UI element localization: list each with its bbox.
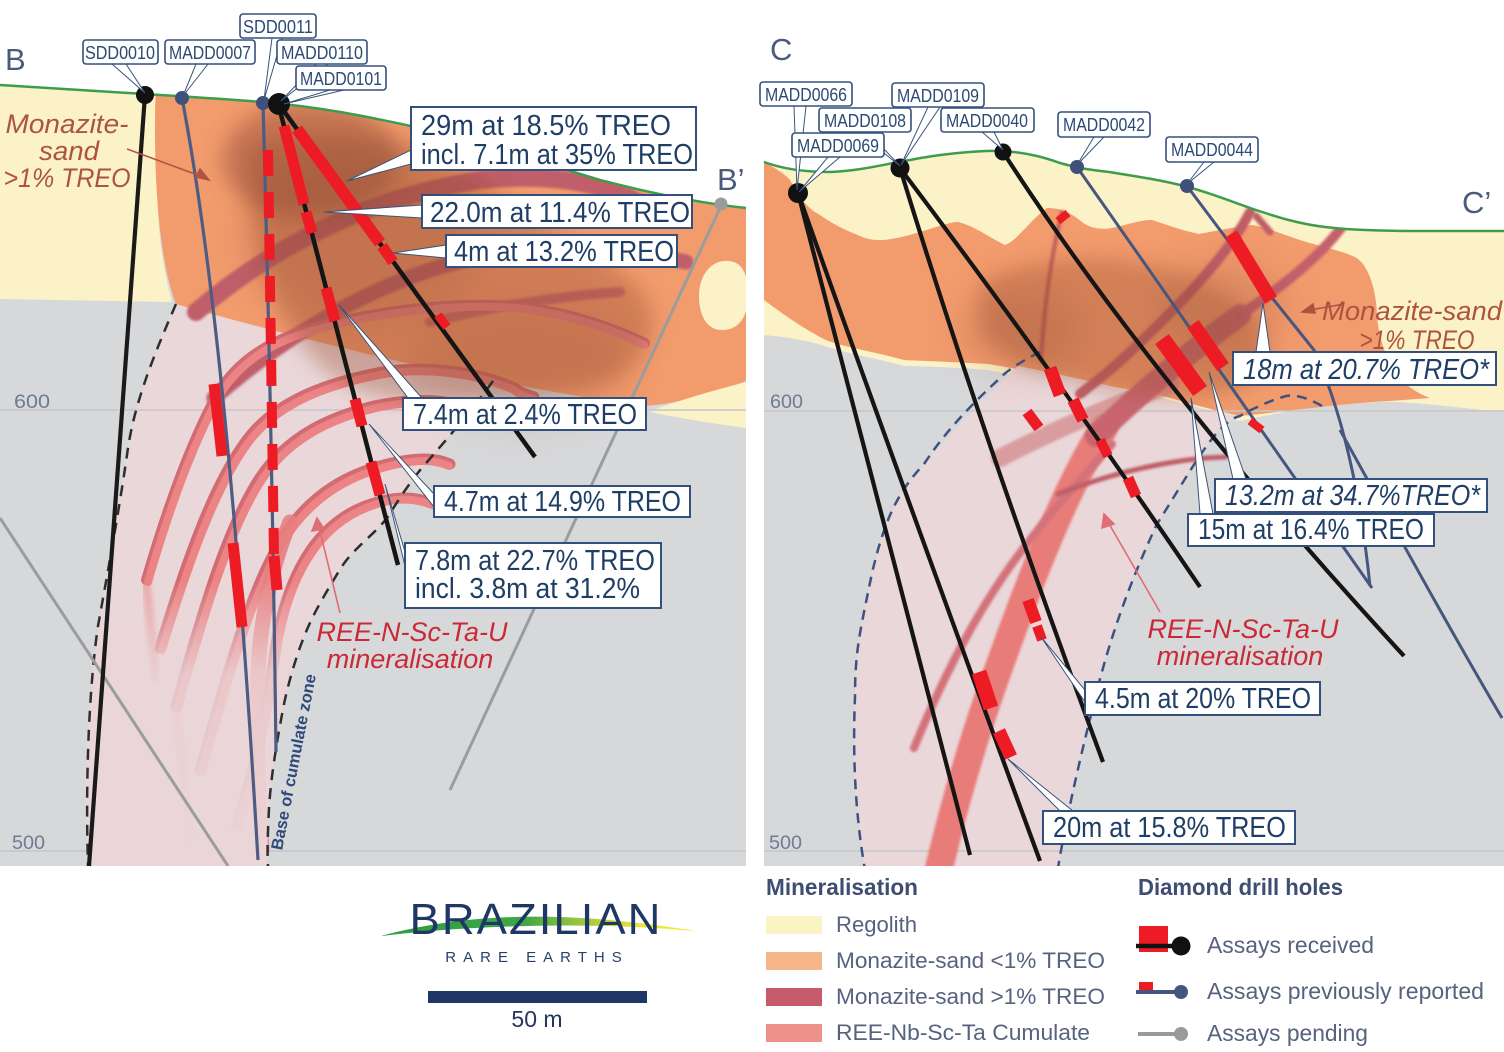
svg-text:600: 600 — [14, 391, 50, 413]
svg-text:22.0m at 11.4% TREO: 22.0m at 11.4% TREO — [430, 197, 690, 229]
svg-text:Monazite-sand: Monazite-sand — [1322, 296, 1503, 326]
svg-text:Assays received: Assays received — [1207, 932, 1374, 958]
svg-text:MADD0040: MADD0040 — [946, 110, 1028, 131]
svg-text:REE-N-Sc-Ta-U: REE-N-Sc-Ta-U — [316, 617, 508, 647]
svg-text:29m at 18.5% TREO: 29m at 18.5% TREO — [421, 110, 671, 142]
svg-text:mineralisation: mineralisation — [327, 644, 494, 674]
svg-text:SDD0010: SDD0010 — [85, 42, 155, 63]
svg-text:B’: B’ — [717, 162, 745, 197]
svg-text:REE-Nb-Sc-Ta Cumulate: REE-Nb-Sc-Ta Cumulate — [836, 1020, 1090, 1045]
svg-text:4.7m at 14.9% TREO: 4.7m at 14.9% TREO — [444, 486, 681, 518]
svg-text:B: B — [5, 42, 26, 77]
svg-text:MADD0042: MADD0042 — [1063, 114, 1145, 135]
svg-text:RARE EARTHS: RARE EARTHS — [445, 949, 628, 966]
svg-text:incl. 3.8m at 31.2%: incl. 3.8m at 31.2% — [415, 573, 640, 605]
svg-text:Monazite-sand <1% TREO: Monazite-sand <1% TREO — [836, 948, 1105, 973]
svg-text:600: 600 — [770, 391, 803, 413]
svg-text:Diamond drill holes: Diamond drill holes — [1138, 874, 1343, 900]
svg-text:BRAZILIAN: BRAZILIAN — [410, 895, 663, 944]
svg-text:Regolith: Regolith — [836, 912, 917, 937]
svg-text:Monazite-sand >1% TREO: Monazite-sand >1% TREO — [836, 984, 1105, 1009]
svg-text:7.4m at 2.4% TREO: 7.4m at 2.4% TREO — [413, 399, 637, 431]
svg-text:Assays previously reported: Assays previously reported — [1207, 978, 1484, 1004]
svg-text:15m at 16.4% TREO: 15m at 16.4% TREO — [1198, 514, 1424, 546]
svg-text:MADD0007: MADD0007 — [169, 42, 251, 63]
svg-text:4.5m at 20% TREO: 4.5m at 20% TREO — [1095, 683, 1311, 715]
svg-text:MADD0108: MADD0108 — [824, 110, 906, 131]
svg-text:18m at 20.7% TREO*: 18m at 20.7% TREO* — [1243, 354, 1490, 386]
svg-text:MADD0101: MADD0101 — [300, 68, 382, 89]
svg-text:500: 500 — [12, 832, 45, 854]
svg-text:20m at 15.8% TREO: 20m at 15.8% TREO — [1053, 812, 1286, 844]
svg-text:MADD0110: MADD0110 — [281, 42, 363, 63]
svg-text:MADD0044: MADD0044 — [1171, 139, 1253, 160]
svg-text:incl. 7.1m at 35% TREO: incl. 7.1m at 35% TREO — [421, 139, 693, 171]
svg-text:SDD0011: SDD0011 — [243, 16, 313, 37]
svg-text:MADD0069: MADD0069 — [797, 135, 879, 156]
svg-text:Assays pending: Assays pending — [1207, 1020, 1368, 1046]
svg-text:Monazite-: Monazite- — [6, 109, 129, 139]
svg-text:Mineralisation: Mineralisation — [766, 874, 918, 900]
svg-text:50 m: 50 m — [511, 1006, 562, 1032]
svg-text:REE-N-Sc-Ta-U: REE-N-Sc-Ta-U — [1147, 614, 1339, 644]
svg-text:>1% TREO: >1% TREO — [4, 163, 131, 193]
svg-text:500: 500 — [769, 832, 802, 854]
svg-text:>1% TREO: >1% TREO — [1360, 325, 1475, 355]
svg-text:4m at 13.2% TREO: 4m at 13.2% TREO — [454, 236, 674, 268]
svg-text:MADD0066: MADD0066 — [765, 84, 847, 105]
svg-text:sand: sand — [39, 136, 100, 166]
svg-text:C: C — [770, 32, 792, 67]
svg-text:MADD0109: MADD0109 — [897, 85, 979, 106]
svg-text:C’: C’ — [1462, 185, 1491, 220]
svg-text:7.8m at 22.7% TREO: 7.8m at 22.7% TREO — [415, 545, 655, 577]
svg-text:13.2m at 34.7%TREO*: 13.2m at 34.7%TREO* — [1225, 480, 1481, 512]
svg-text:mineralisation: mineralisation — [1157, 641, 1324, 671]
